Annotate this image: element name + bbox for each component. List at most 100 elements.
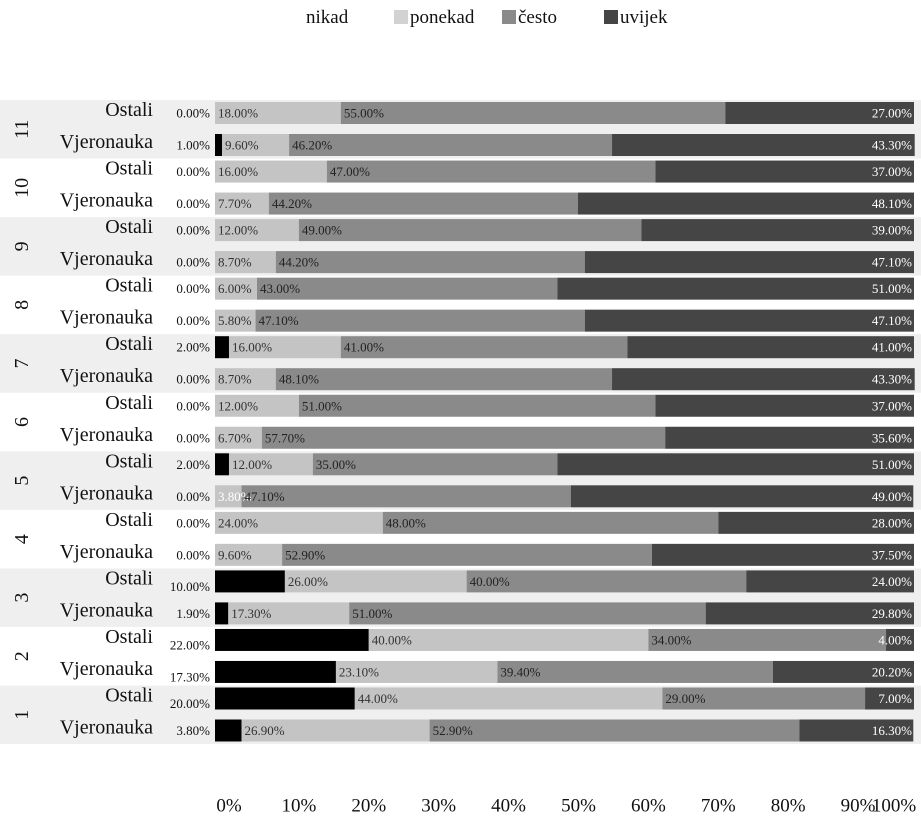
x-tick-label-9: 90% [841, 796, 876, 817]
data-label-uvijek-g10-ostali: 37.00% [872, 164, 912, 179]
data-label-ponekad-g7-vjeronauka: 8.70% [218, 372, 252, 387]
data-label-nikad-g2-ostali: 22.00% [170, 637, 210, 652]
row-label-g4-ostali: Ostali [105, 509, 153, 531]
bar-segment-g10-vjeronauka-s1 [215, 192, 269, 215]
row-label-g9-vjeronauka: Vjeronauka [60, 248, 153, 270]
legend-label-ponekad: ponekad [410, 7, 475, 28]
data-label-nikad-g7-vjeronauka: 0.00% [176, 372, 210, 387]
bar-segment-g3-ostali-s3 [746, 570, 914, 593]
bar-segment-g2-ostali-s1 [368, 628, 649, 651]
data-label-nikad-g4-vjeronauka: 0.00% [176, 547, 210, 562]
bar-segment-g10-ostali-s1 [215, 160, 327, 183]
bar-segment-g7-vjeronauka-s1 [215, 368, 276, 391]
data-label-cesto-g9-ostali: 49.00% [302, 223, 342, 238]
bar-segment-g7-vjeronauka-s2 [275, 368, 613, 391]
row-label-g3-ostali: Ostali [105, 567, 153, 589]
bar-segment-g7-ostali-s3 [627, 336, 914, 359]
bar-segment-g1-ostali-s0 [215, 687, 355, 710]
data-label-uvijek-g2-vjeronauka: 20.20% [872, 664, 912, 679]
data-label-nikad-g5-ostali: 2.00% [176, 457, 210, 472]
bar-segment-g5-vjeronauka-s2 [241, 485, 571, 508]
bar-segment-g1-vjeronauka-s1 [241, 719, 430, 742]
data-label-uvijek-g5-vjeronauka: 49.00% [872, 489, 912, 504]
bar-segment-g11-ostali-s3 [725, 102, 914, 124]
bar-segment-g9-vjeronauka-s3 [584, 251, 914, 274]
bar-segment-g8-vjeronauka-s3 [584, 309, 914, 332]
data-label-uvijek-g3-vjeronauka: 29.80% [872, 606, 912, 621]
row-label-g1-vjeronauka: Vjeronauka [60, 717, 153, 739]
bar-segment-g2-vjeronauka-s2 [497, 660, 773, 683]
bar-segment-g4-vjeronauka-s2 [282, 543, 652, 566]
legend-label-cesto: često [518, 7, 558, 28]
group-label-11: 11 [11, 120, 33, 139]
row-label-g6-vjeronauka: Vjeronauka [60, 424, 153, 446]
row-label-g2-vjeronauka: Vjeronauka [60, 658, 153, 680]
row-label-g9-ostali: Ostali [105, 216, 153, 238]
bar-segment-g2-ostali-s2 [648, 628, 887, 651]
data-label-ponekad-g5-ostali: 12.00% [232, 457, 272, 472]
x-tick-label-6: 60% [631, 796, 666, 817]
bar-segment-g11-vjeronauka-s3 [612, 134, 915, 156]
data-label-cesto-g7-vjeronauka: 48.10% [279, 372, 319, 387]
data-label-nikad-g8-vjeronauka: 0.00% [176, 313, 210, 328]
group-label-8: 8 [11, 300, 33, 310]
data-label-nikad-g8-ostali: 0.00% [176, 281, 210, 296]
row-label-g1-ostali: Ostali [105, 685, 153, 707]
data-label-cesto-g5-ostali: 35.00% [316, 457, 356, 472]
data-label-nikad-g2-vjeronauka: 17.30% [170, 669, 210, 684]
x-tick-label-7: 70% [701, 796, 736, 817]
data-label-uvijek-g6-vjeronauka: 35.60% [872, 430, 912, 445]
data-label-nikad-g4-ostali: 0.00% [176, 515, 210, 530]
row-label-g11-vjeronauka: Vjeronauka [60, 131, 153, 153]
x-tick-label-8: 80% [771, 796, 806, 817]
data-label-cesto-g6-ostali: 51.00% [302, 398, 342, 413]
bar-segment-g4-vjeronauka-s3 [651, 543, 914, 566]
data-label-cesto-g9-vjeronauka: 44.20% [279, 255, 319, 270]
bar-segment-g8-vjeronauka-s2 [255, 309, 585, 332]
data-label-ponekad-g3-vjeronauka: 17.30% [231, 606, 271, 621]
legend-swatch-uvijek [604, 10, 618, 24]
bar-segment-g2-ostali-s0 [215, 628, 369, 651]
data-label-ponekad-g6-vjeronauka: 6.70% [218, 430, 252, 445]
bar-segment-g5-ostali-s3 [557, 453, 914, 476]
bar-segment-g2-ostali-s3 [886, 628, 914, 651]
data-label-ponekad-g10-vjeronauka: 7.70% [218, 196, 252, 211]
data-label-nikad-g1-vjeronauka: 3.80% [176, 723, 210, 738]
x-tick-label-2: 20% [351, 796, 386, 817]
data-label-cesto-g4-vjeronauka: 52.90% [285, 547, 325, 562]
bar-segment-g6-ostali-s3 [655, 394, 914, 417]
data-label-ponekad-g4-vjeronauka: 9.60% [218, 547, 252, 562]
data-label-uvijek-g9-ostali: 39.00% [872, 223, 912, 238]
bar-segment-g7-ostali-s1 [228, 336, 341, 359]
data-label-cesto-g1-ostali: 29.00% [665, 691, 705, 706]
group-label-1: 1 [11, 710, 33, 720]
bar-segment-g7-vjeronauka-s3 [612, 368, 915, 391]
data-label-nikad-g11-ostali: 0.00% [176, 106, 210, 121]
bar-segment-g4-ostali-s3 [718, 511, 914, 534]
group-label-6: 6 [11, 417, 33, 427]
bar-segment-g7-ostali-s2 [340, 336, 628, 359]
data-label-ponekad-g1-ostali: 44.00% [358, 691, 398, 706]
bar-segment-g10-ostali-s2 [326, 160, 656, 183]
data-label-cesto-g10-vjeronauka: 44.20% [272, 196, 312, 211]
data-label-uvijek-g4-vjeronauka: 37.50% [872, 547, 912, 562]
legend-item-nikad: nikad [306, 6, 348, 30]
data-label-cesto-g7-ostali: 41.00% [344, 340, 384, 355]
legend-item-ponekad: ponekad [394, 6, 474, 30]
data-label-ponekad-g2-vjeronauka: 23.10% [339, 664, 379, 679]
data-label-ponekad-g3-ostali: 26.00% [288, 574, 328, 589]
row-label-g4-vjeronauka: Vjeronauka [60, 541, 153, 563]
bar-segment-g9-ostali-s3 [641, 219, 914, 242]
bar-segment-g6-ostali-s1 [215, 394, 299, 417]
data-label-cesto-g5-vjeronauka: 47.10% [245, 489, 285, 504]
data-label-ponekad-g2-ostali: 40.00% [372, 632, 412, 647]
row-label-g6-ostali: Ostali [105, 392, 153, 414]
row-label-g3-vjeronauka: Vjeronauka [60, 599, 153, 621]
bar-segment-g5-ostali-s0 [215, 453, 229, 476]
bar-segment-g6-vjeronauka-s3 [665, 426, 914, 449]
data-label-ponekad-g9-vjeronauka: 8.70% [218, 255, 252, 270]
data-label-uvijek-g9-vjeronauka: 47.10% [872, 255, 912, 270]
data-label-nikad-g3-vjeronauka: 1.90% [176, 606, 210, 621]
data-label-nikad-g9-vjeronauka: 0.00% [176, 255, 210, 270]
